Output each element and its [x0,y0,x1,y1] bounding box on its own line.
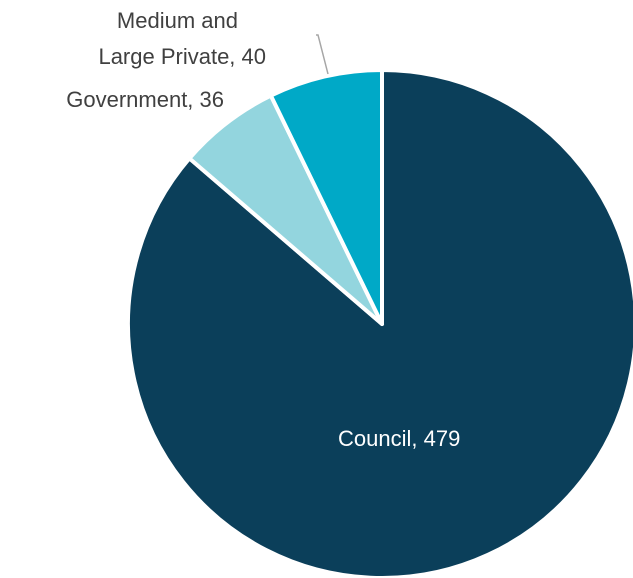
pie-slices [126,68,633,578]
data-label-private-line1: Medium and [117,8,238,33]
data-label-government: Government, 36 [66,87,224,112]
pie-slice-medium-and-large-private [268,68,384,326]
leader-line-private [316,34,329,75]
data-label-private-line2: Large Private, 40 [98,44,266,69]
data-label-council: Council, 479 [338,426,460,451]
